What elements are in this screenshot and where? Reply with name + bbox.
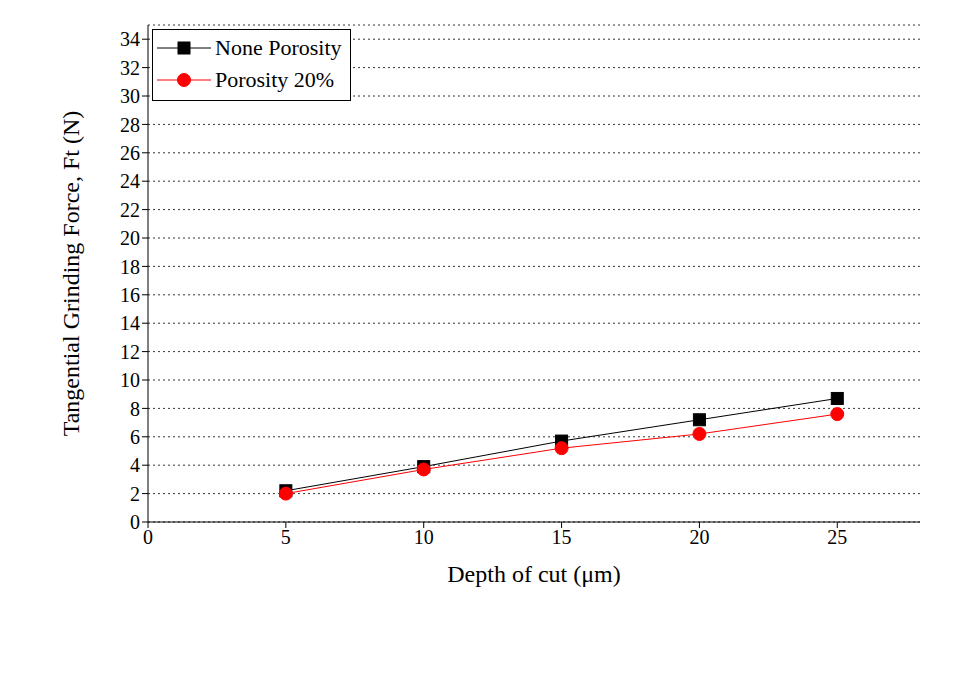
svg-text:34: 34 [120,28,140,50]
svg-text:14: 14 [120,312,140,334]
svg-text:16: 16 [120,284,140,306]
svg-text:8: 8 [130,398,140,420]
svg-text:Tangential Grinding Force, Ft: Tangential Grinding Force, Ft (N) [58,111,84,437]
svg-text:12: 12 [120,341,140,363]
svg-text:24: 24 [120,170,140,192]
svg-text:18: 18 [120,256,140,278]
svg-text:5: 5 [281,526,291,548]
svg-text:4: 4 [130,454,140,476]
svg-text:6: 6 [130,426,140,448]
svg-text:10: 10 [120,369,140,391]
svg-text:0: 0 [143,526,153,548]
svg-text:15: 15 [552,526,572,548]
svg-text:26: 26 [120,142,140,164]
svg-text:2: 2 [130,483,140,505]
html-text:Porosity 20%: Porosity 20% [215,67,335,92]
svg-text:30: 30 [120,85,140,107]
svg-text:20: 20 [689,526,709,548]
html-text:None Porosity: None Porosity [215,35,342,60]
svg-text:0: 0 [130,511,140,533]
svg-text:22: 22 [120,199,140,221]
svg-text:10: 10 [414,526,434,548]
svg-text:28: 28 [120,114,140,136]
svg-text:Depth of cut (μm): Depth of cut (μm) [447,561,620,587]
svg-text:25: 25 [827,526,847,548]
svg-text:32: 32 [120,57,140,79]
svg-text:20: 20 [120,227,140,249]
